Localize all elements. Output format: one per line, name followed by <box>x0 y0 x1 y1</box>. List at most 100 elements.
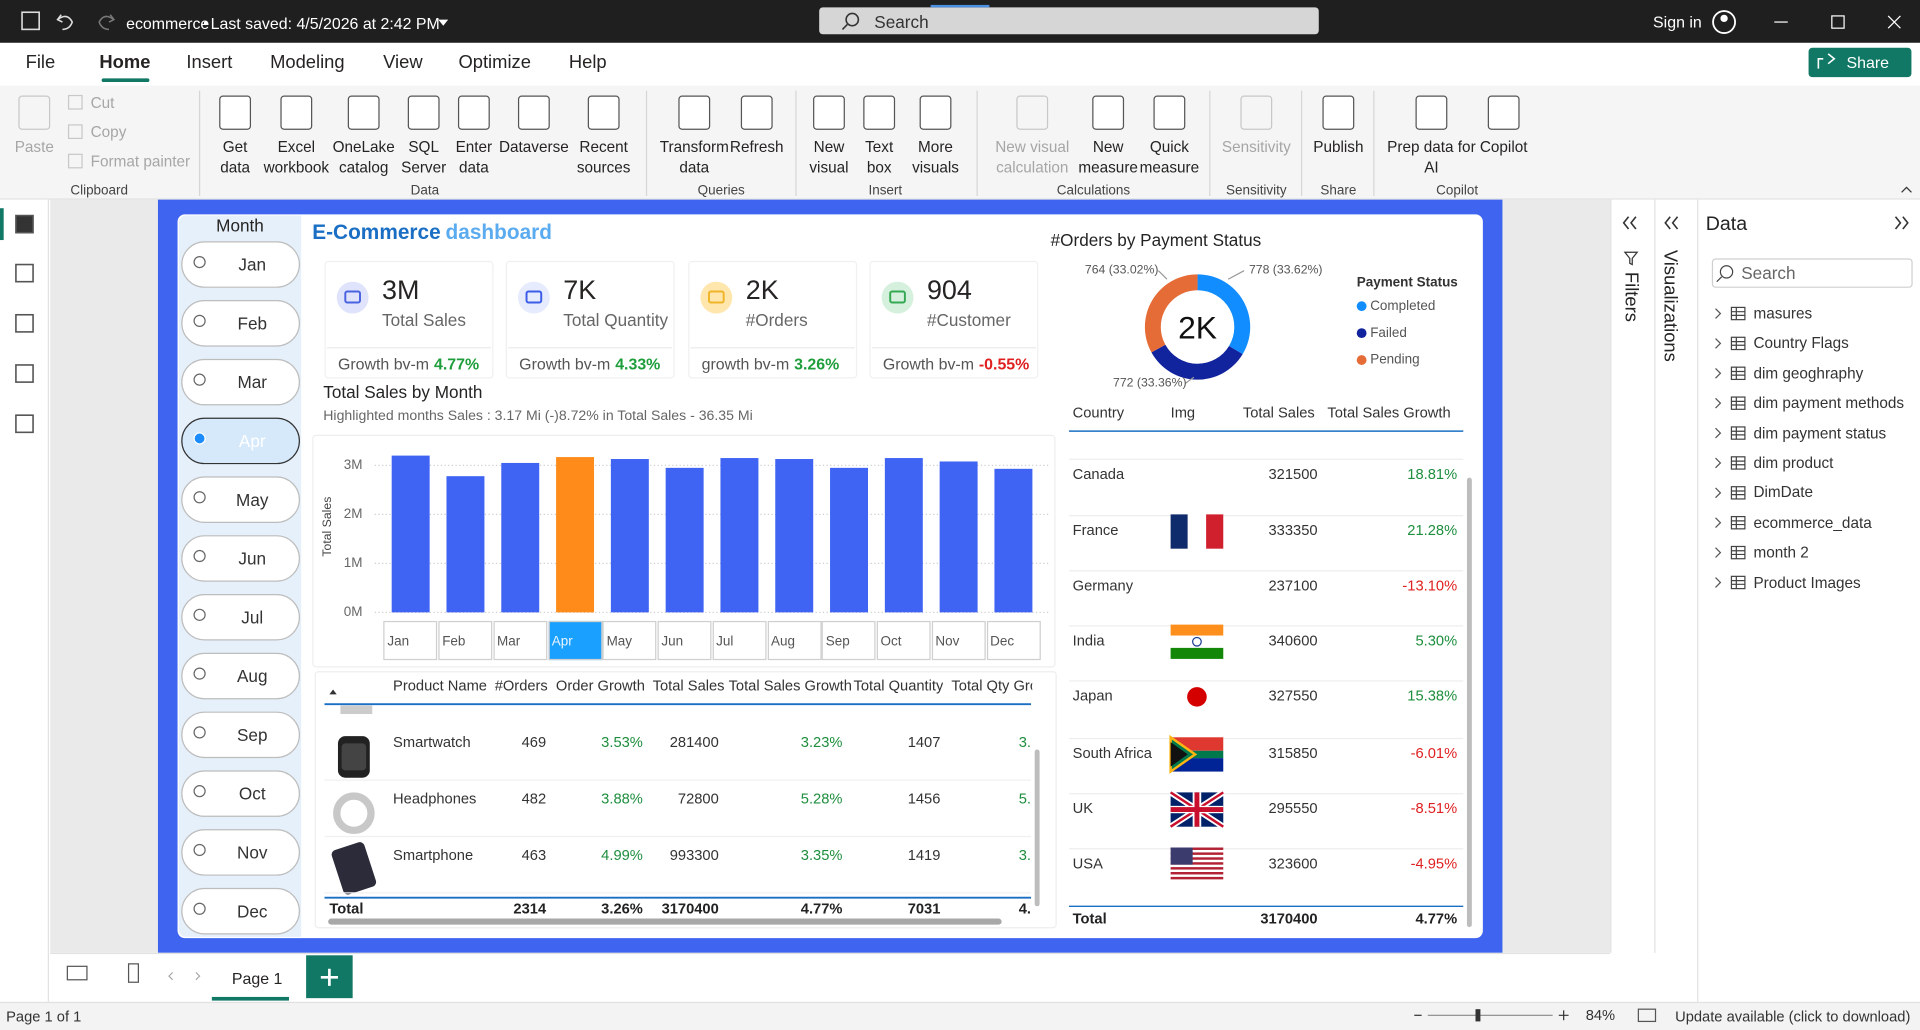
slicer-item-label[interactable]: Jun <box>238 548 267 569</box>
product-image-cut <box>340 705 373 715</box>
ribbon-button[interactable]: Recent sources <box>576 138 631 177</box>
slicer-item-label[interactable]: Jan <box>238 254 267 275</box>
x-category-box[interactable] <box>712 620 767 661</box>
search-box[interactable] <box>819 7 1319 35</box>
ribbon-button[interactable]: Refresh <box>729 138 784 156</box>
ribbon-button[interactable]: New visual calculation <box>995 138 1070 177</box>
data-item[interactable]: dim payment status <box>1753 424 1887 442</box>
slicer-item[interactable] <box>181 476 301 523</box>
update-notice[interactable]: Update available (click to download) <box>1675 1007 1911 1026</box>
ribbon-button[interactable]: Dataverse <box>498 138 569 156</box>
menu-tab[interactable]: Modeling <box>270 52 345 73</box>
ribbon-button[interactable]: Quick measure <box>1139 138 1200 177</box>
slicer-item-label[interactable]: May <box>236 489 269 510</box>
page-tab[interactable] <box>211 956 289 1001</box>
data-item[interactable]: ecommerce_data <box>1753 514 1872 532</box>
data-item[interactable]: dim geoghraphy <box>1753 364 1864 382</box>
ribbon-button[interactable]: Sensitivity <box>1221 138 1291 156</box>
ribbon-button[interactable]: More visuals <box>912 138 959 177</box>
slicer-item-label[interactable]: Dec <box>236 901 268 921</box>
menu-tab[interactable]: Home <box>99 52 151 73</box>
flag-part <box>1192 636 1202 647</box>
menu-tab[interactable]: View <box>383 52 423 73</box>
slicer-item-label[interactable]: Apr <box>238 431 266 451</box>
data-item[interactable]: masures <box>1753 304 1813 323</box>
sign-in[interactable]: Sign in <box>1653 12 1702 32</box>
ribbon-button[interactable]: OneLake catalog <box>332 138 395 177</box>
ribbon-icon <box>347 95 380 130</box>
column-header[interactable]: Order Growth <box>555 677 645 695</box>
search-icon-handle <box>1716 276 1723 283</box>
data-item[interactable]: dim payment methods <box>1753 394 1905 412</box>
radio <box>193 432 206 445</box>
ribbon-button[interactable]: SQL Server <box>401 138 447 177</box>
ribbon-button[interactable]: Transform data <box>659 138 729 177</box>
x-tick-label: Oct <box>880 634 902 650</box>
ribbon-small-button[interactable]: Cut <box>90 94 115 112</box>
ribbon-button[interactable]: Enter data <box>455 138 493 177</box>
legend-label: Completed <box>1370 298 1436 314</box>
x-category-box[interactable] <box>657 620 712 661</box>
x-category-box[interactable] <box>438 620 493 661</box>
x-category-box[interactable] <box>876 620 931 661</box>
slicer-item-label[interactable]: Feb <box>237 313 268 334</box>
column-header[interactable]: Total Sales <box>652 677 725 695</box>
data-item[interactable]: month 2 <box>1753 544 1809 562</box>
slicer-item-label[interactable]: Jul <box>241 607 264 628</box>
data-search[interactable] <box>1711 258 1913 288</box>
menu-tab[interactable]: Insert <box>186 52 233 73</box>
ribbon-small-button[interactable]: Copy <box>90 123 127 141</box>
column-header[interactable]: Total Sales Growth <box>728 677 852 695</box>
x-category-box[interactable] <box>548 620 602 661</box>
column-header[interactable]: Country <box>1072 404 1125 422</box>
column-header[interactable]: Total Sales <box>1242 404 1315 422</box>
slicer-item[interactable] <box>181 593 301 641</box>
x-category-box[interactable] <box>931 620 986 661</box>
x-category-box[interactable] <box>822 620 876 661</box>
data-item[interactable]: Product Images <box>1753 573 1861 592</box>
menu-tab[interactable]: Optimize <box>458 52 531 73</box>
ribbon-button[interactable]: Publish <box>1313 138 1364 156</box>
active-tab-underline <box>101 78 150 83</box>
slicer-item-label[interactable]: Mar <box>237 372 268 392</box>
slicer-item-label[interactable]: Sep <box>236 725 268 745</box>
data-item[interactable]: DimDate <box>1753 484 1814 502</box>
column-header[interactable]: Product Name <box>393 677 487 695</box>
ribbon-button[interactable]: New measure <box>1078 138 1138 177</box>
report-title-main: E-Commerce <box>312 220 441 244</box>
ribbon-button[interactable]: New visual <box>809 138 849 177</box>
menu-tab[interactable]: Help <box>568 52 607 73</box>
slicer-item-label[interactable]: Oct <box>238 783 266 804</box>
column-header[interactable]: #Orders <box>494 677 548 695</box>
column-header[interactable]: Total Sales Growth <box>1327 404 1451 422</box>
column-header[interactable]: Img <box>1170 404 1196 422</box>
ribbon-small-button[interactable]: Format painter <box>90 153 191 171</box>
visualizations-label[interactable]: Visualizations <box>1659 249 1681 362</box>
radio <box>193 902 206 915</box>
slicer-item-label[interactable]: Nov <box>236 842 268 863</box>
ribbon-button[interactable]: Prep data for AI <box>1387 138 1476 177</box>
data-item[interactable]: Country Flags <box>1753 334 1849 352</box>
data-item[interactable]: dim product <box>1753 454 1834 472</box>
ribbon-button[interactable]: Excel workbook <box>263 138 330 177</box>
ribbon-button[interactable]: Get data <box>220 138 251 177</box>
table-cell: 1456 <box>907 789 941 808</box>
x-category-box[interactable] <box>493 620 548 661</box>
x-category-box[interactable] <box>383 620 438 661</box>
ribbon-button[interactable]: Copilot <box>1479 138 1528 156</box>
menu-tab[interactable]: File <box>25 52 56 73</box>
mobile-icon <box>127 963 139 983</box>
column-header[interactable]: Total Quantity <box>853 677 944 695</box>
ribbon-button[interactable]: Paste <box>14 138 54 156</box>
x-category-box[interactable] <box>602 620 657 661</box>
column-header[interactable]: Total Qty Grc <box>951 677 1033 695</box>
x-category-box[interactable] <box>767 620 822 661</box>
ribbon-button[interactable]: Text box <box>865 138 894 177</box>
share-button[interactable] <box>1808 47 1912 78</box>
filters-label[interactable]: Filters <box>1620 271 1642 322</box>
slicer-item-label[interactable]: Aug <box>236 666 268 686</box>
total-cell: 3.26% <box>601 900 643 918</box>
x-category-box[interactable] <box>986 620 1041 661</box>
kpi-value: 904 <box>926 274 972 305</box>
y-tick-label: 0M <box>343 605 363 620</box>
